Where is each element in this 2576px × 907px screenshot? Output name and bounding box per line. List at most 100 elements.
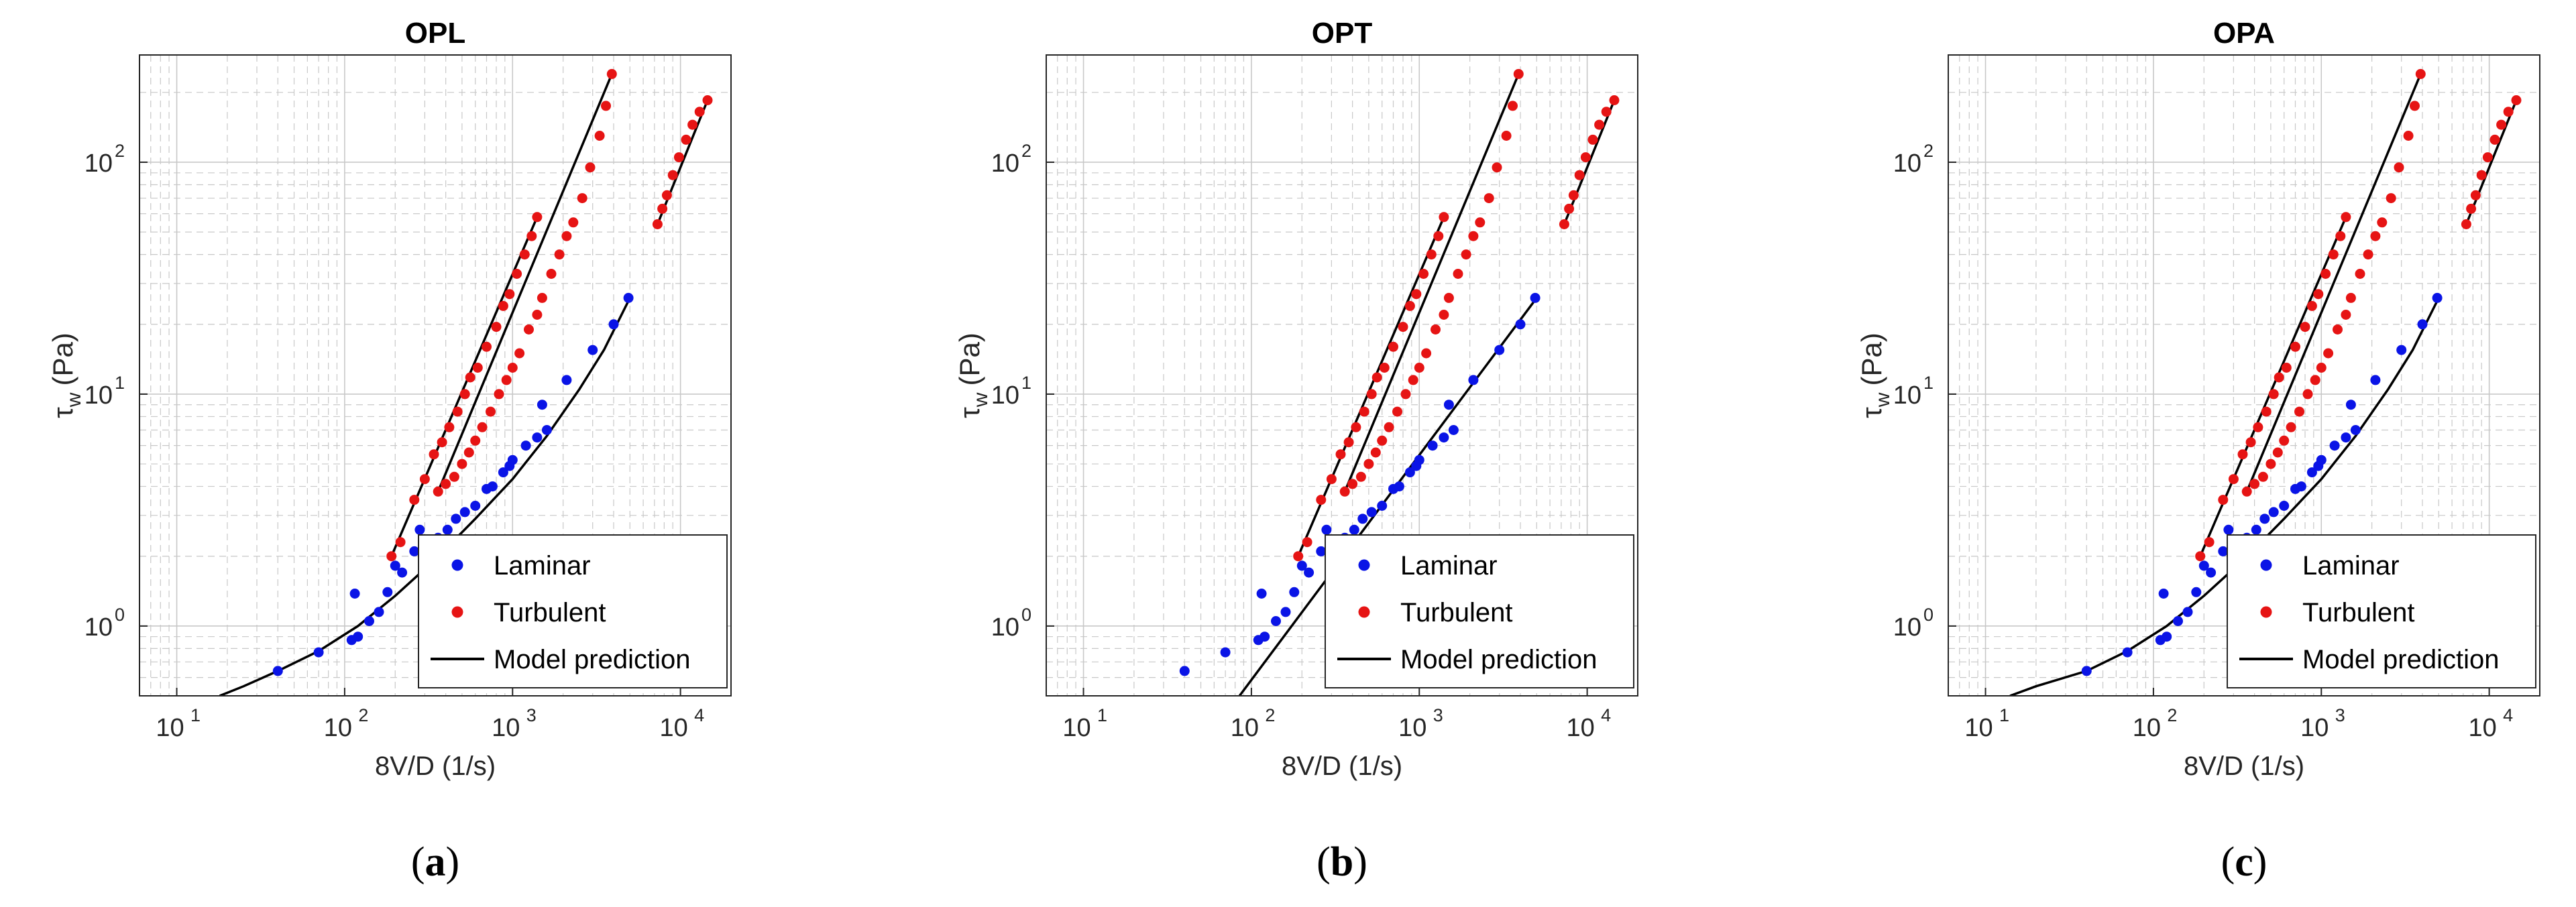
turbulent-point: [1408, 375, 1418, 385]
axes-box: [1046, 54, 1638, 697]
turbulent-point: [470, 435, 481, 446]
turbulent-point: [1594, 119, 1605, 130]
x-tick-exponent: 4: [694, 705, 704, 725]
turbulent-point: [657, 203, 668, 214]
turbulent-point: [1439, 310, 1449, 320]
y-axis-label-subscript: w: [1872, 392, 1894, 408]
y-axis-label: τw (Pa): [954, 332, 992, 418]
laminar-point: [532, 432, 543, 443]
turbulent-point: [1431, 324, 1441, 335]
turbulent-point: [2403, 131, 2414, 141]
y-tick-exponent: 2: [115, 141, 125, 161]
laminar-point: [2279, 501, 2290, 511]
laminar-point: [1296, 560, 1307, 571]
laminar-point: [1304, 567, 1314, 578]
turbulent-point: [1351, 422, 1361, 432]
legend-label-model: Model prediction: [1400, 645, 1598, 674]
laminar-point: [1366, 507, 1377, 518]
turbulent-point: [2228, 474, 2239, 485]
legend-label-turbulent: Turbulent: [1400, 598, 1513, 627]
laminar-point: [364, 616, 374, 626]
laminar-point: [2173, 616, 2183, 626]
laminar-point: [442, 524, 453, 535]
laminar-point: [1468, 375, 1479, 385]
turbulent-point: [2281, 363, 2292, 373]
turbulent-point: [452, 406, 463, 417]
turbulent-point: [2310, 375, 2320, 385]
turbulent-point: [1377, 435, 1388, 446]
y-tick-exponent: 0: [115, 605, 125, 625]
x-axis-label: 8V/D (1/s): [1282, 751, 1402, 781]
turbulent-point: [1398, 322, 1408, 332]
turbulent-point: [2300, 322, 2310, 332]
x-tick-exponent: 1: [1999, 705, 2009, 725]
turbulent-point: [2476, 170, 2487, 180]
laminar-point: [2329, 440, 2340, 451]
turbulent-point: [524, 324, 534, 335]
turbulent-point: [1453, 269, 1463, 279]
laminar-point: [2259, 513, 2270, 524]
turbulent-point: [2302, 389, 2313, 400]
laminar-point: [1271, 616, 1281, 626]
turbulent-point: [561, 231, 572, 241]
legend-marker-turbulent: [451, 606, 463, 618]
laminar-point: [1280, 607, 1291, 617]
turbulent-point: [2323, 348, 2334, 359]
laminar-point: [498, 467, 508, 478]
turbulent-point: [465, 372, 475, 383]
turbulent-point: [1568, 190, 1579, 200]
laminar-point: [409, 546, 420, 556]
turbulent-point: [437, 437, 447, 448]
x-tick-exponent: 1: [1097, 705, 1107, 725]
x-tick-exponent: 2: [1265, 705, 1275, 725]
turbulent-point: [532, 310, 543, 320]
x-tick-label: 10: [1964, 714, 1993, 742]
turbulent-point: [2466, 203, 2477, 214]
turbulent-point: [661, 190, 672, 200]
laminar-point: [1357, 513, 1368, 524]
x-tick-label: 10: [492, 714, 520, 742]
turbulent-point: [429, 449, 439, 460]
turbulent-point: [1574, 170, 1585, 180]
turbulent-point: [2363, 249, 2373, 260]
model-line-turbulent-model-2: [2245, 73, 2422, 492]
turbulent-point: [1326, 474, 1337, 485]
turbulent-point: [673, 152, 684, 163]
turbulent-point: [1468, 231, 1479, 241]
laminar-point: [2122, 647, 2133, 658]
turbulent-point: [2290, 341, 2300, 352]
turbulent-point: [486, 406, 496, 417]
turbulent-point: [1418, 269, 1429, 279]
laminar-point: [2268, 507, 2279, 518]
turbulent-point: [1601, 107, 1612, 117]
caption-letter: a: [425, 839, 446, 885]
turbulent-point: [2341, 310, 2351, 320]
model-line-turbulent-model-3: [1563, 99, 1616, 225]
x-axis-label: 8V/D (1/s): [2184, 751, 2304, 781]
turbulent-point: [2249, 479, 2260, 489]
x-tick-label: 10: [2133, 714, 2161, 742]
laminar-point: [2417, 319, 2428, 330]
turbulent-point: [1587, 134, 1598, 145]
y-tick-exponent: 0: [1021, 605, 1031, 625]
laminar-point: [541, 425, 552, 435]
y-axis-label-symbol: τ: [47, 407, 78, 418]
turbulent-point: [2204, 537, 2215, 548]
legend-label-turbulent: Turbulent: [494, 598, 606, 627]
x-tick-label: 10: [2300, 714, 2329, 742]
turbulent-point: [1411, 289, 1422, 300]
model-line-turbulent-model-3: [656, 99, 709, 225]
y-tick-exponent: 1: [1923, 373, 1934, 393]
turbulent-point: [568, 217, 579, 228]
turbulent-point: [1339, 486, 1350, 497]
turbulent-point: [2328, 249, 2339, 260]
model-line-turbulent-model-3: [2465, 99, 2518, 225]
turbulent-point: [463, 447, 474, 458]
caption-letter: c: [2235, 839, 2253, 885]
x-tick-exponent: 4: [2503, 705, 2513, 725]
turbulent-point: [2410, 101, 2420, 111]
turbulent-point: [2333, 324, 2343, 335]
turbulent-point: [2268, 389, 2279, 400]
turbulent-point: [504, 289, 515, 300]
x-tick-label: 10: [156, 714, 184, 742]
